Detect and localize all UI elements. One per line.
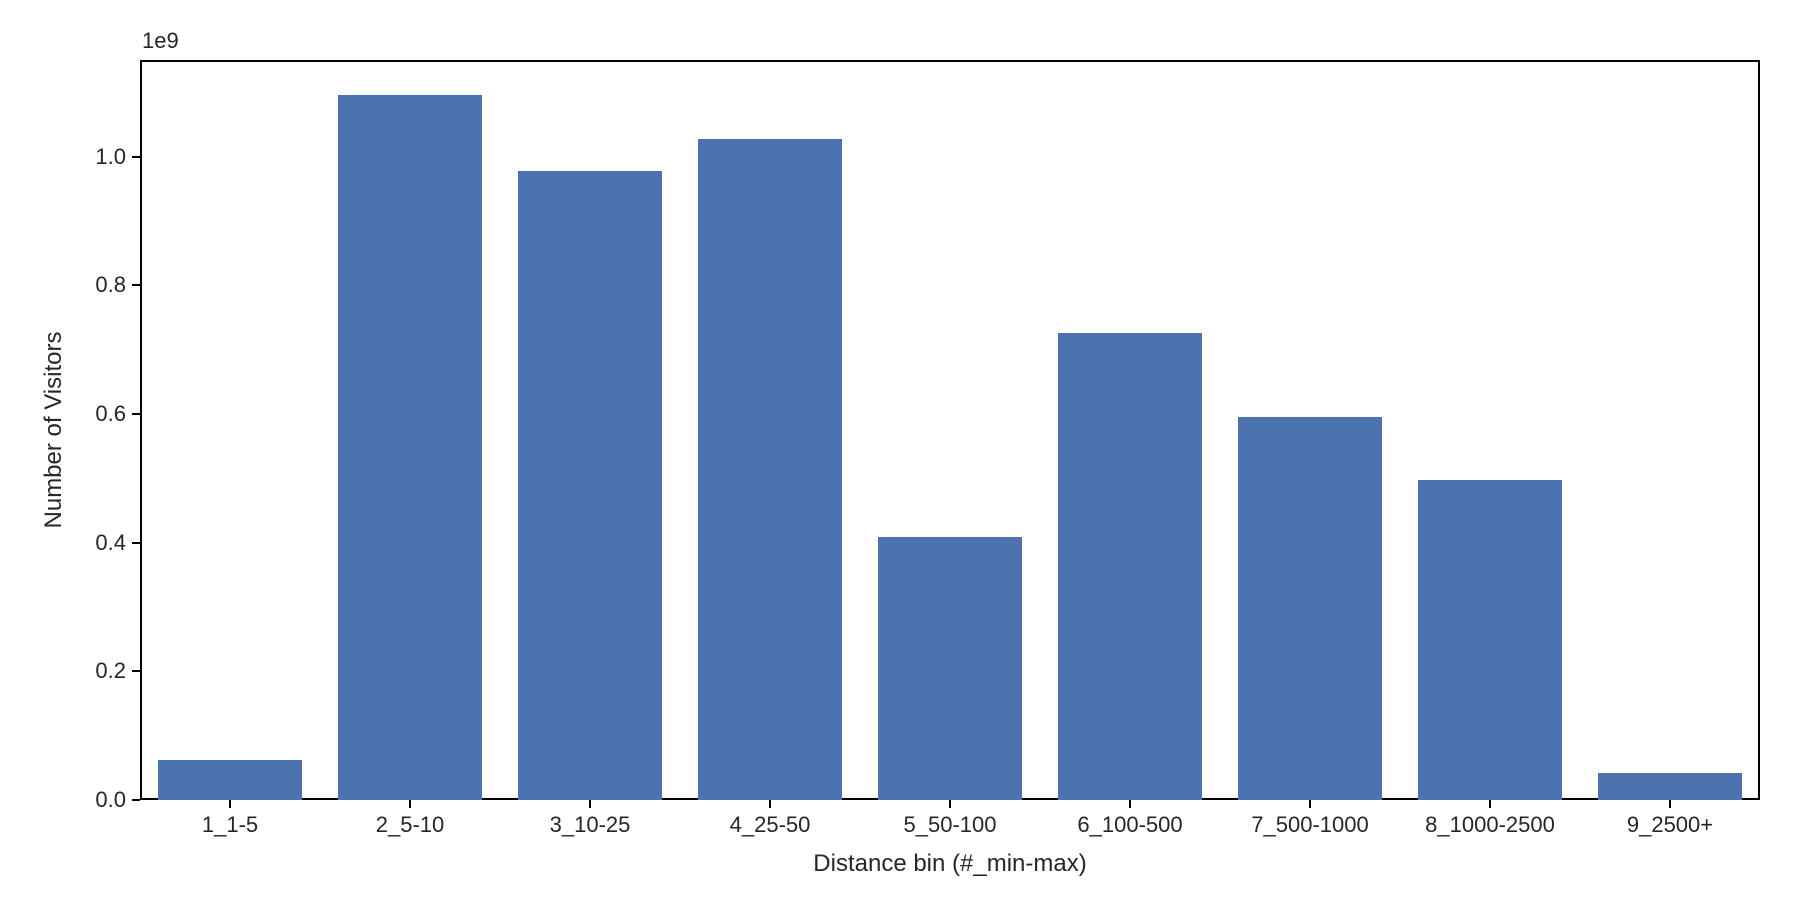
bar <box>338 95 482 800</box>
y-axis-offset-text: 1e9 <box>142 28 179 54</box>
x-tick-label: 2_5-10 <box>376 812 445 838</box>
x-tick-label: 7_500-1000 <box>1251 812 1368 838</box>
x-tick-label: 5_50-100 <box>904 812 997 838</box>
x-tick-mark <box>1489 800 1491 808</box>
bar <box>1238 417 1382 800</box>
y-tick-label: 0.2 <box>95 658 126 684</box>
y-tick-mark <box>132 413 140 415</box>
bar <box>1058 333 1202 800</box>
y-tick-mark <box>132 542 140 544</box>
x-tick-mark <box>1669 800 1671 808</box>
y-tick-mark <box>132 799 140 801</box>
y-axis-label: Number of Visitors <box>40 332 68 529</box>
y-tick-label: 1.0 <box>95 144 126 170</box>
x-tick-label: 6_100-500 <box>1077 812 1182 838</box>
y-tick-label: 0.4 <box>95 530 126 556</box>
bar <box>698 139 842 800</box>
x-tick-mark <box>589 800 591 808</box>
bar <box>518 171 662 800</box>
bar <box>158 760 302 800</box>
x-tick-label: 1_1-5 <box>202 812 258 838</box>
bar <box>878 537 1022 800</box>
y-tick-mark <box>132 284 140 286</box>
y-tick-mark <box>132 670 140 672</box>
x-tick-mark <box>769 800 771 808</box>
x-tick-label: 9_2500+ <box>1627 812 1713 838</box>
x-tick-label: 4_25-50 <box>730 812 811 838</box>
y-tick-label: 0.0 <box>95 787 126 813</box>
y-tick-label: 0.6 <box>95 401 126 427</box>
y-tick-mark <box>132 156 140 158</box>
x-tick-label: 3_10-25 <box>550 812 631 838</box>
bar <box>1598 773 1742 800</box>
chart-container: 1e9 Number of Visitors Distance bin (#_m… <box>0 0 1800 900</box>
x-tick-label: 8_1000-2500 <box>1425 812 1555 838</box>
y-tick-label: 0.8 <box>95 272 126 298</box>
x-tick-mark <box>409 800 411 808</box>
x-tick-mark <box>229 800 231 808</box>
x-tick-mark <box>1129 800 1131 808</box>
x-tick-mark <box>1309 800 1311 808</box>
bar <box>1418 480 1562 800</box>
x-tick-mark <box>949 800 951 808</box>
x-axis-label: Distance bin (#_min-max) <box>813 850 1086 878</box>
